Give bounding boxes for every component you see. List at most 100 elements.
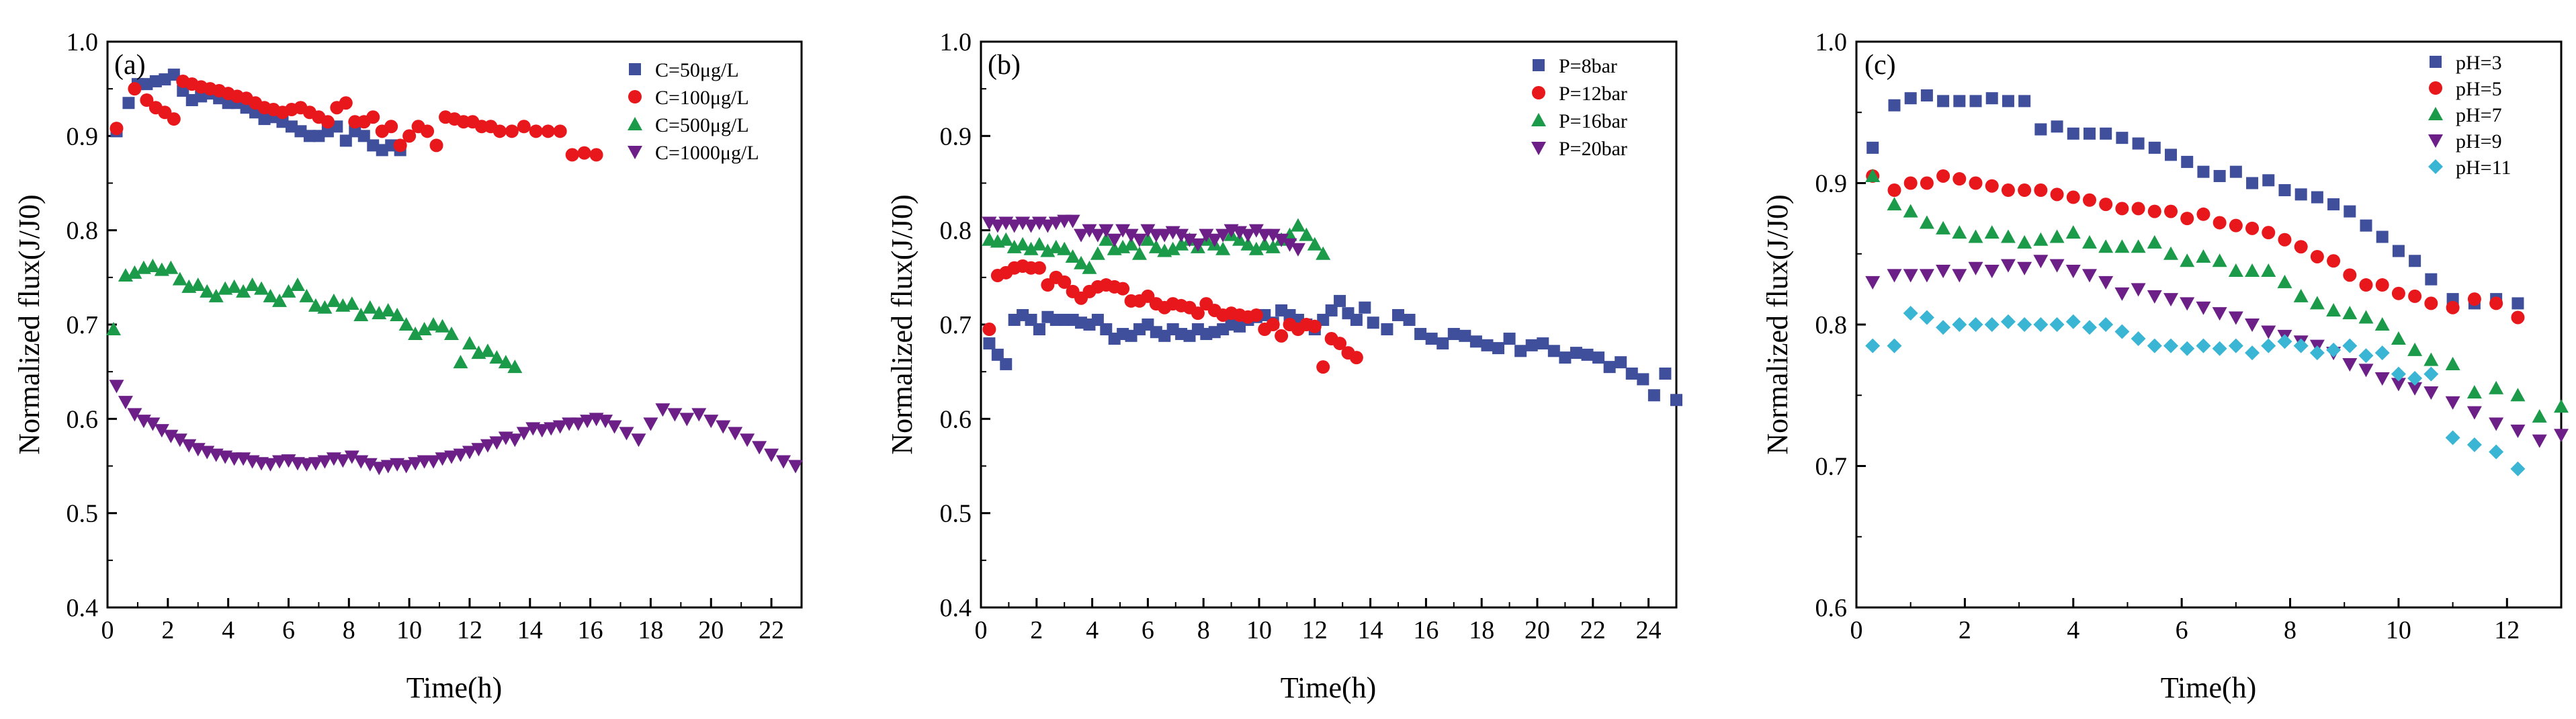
data-point-b-2-32 <box>1248 241 1264 255</box>
data-point-b-2-0 <box>982 232 997 246</box>
panel-label-a: (a) <box>114 50 146 81</box>
data-point-c-2-29 <box>2342 306 2358 320</box>
data-point-a-2-39 <box>462 336 477 350</box>
data-point-c-4-37 <box>2489 444 2504 460</box>
data-point-a-3-35 <box>426 455 441 469</box>
data-point-b-2-31 <box>1240 237 1256 251</box>
legend-marker-c-3 <box>2428 134 2443 148</box>
x-tick-label-a-7: 14 <box>517 616 543 644</box>
data-point-c-0-5 <box>1953 95 1966 108</box>
x-tick-label-c-4: 8 <box>2284 616 2296 644</box>
data-point-c-1-34 <box>2424 296 2438 310</box>
data-point-a-1-31 <box>402 129 417 143</box>
data-point-c-2-0 <box>1865 168 1881 182</box>
data-point-c-0-12 <box>2067 127 2079 140</box>
data-point-c-2-36 <box>2466 385 2482 399</box>
data-point-c-3-19 <box>2180 297 2195 311</box>
data-point-c-2-33 <box>2407 342 2423 356</box>
panel-a: 0 2 4 6 8 10 12 14 16 18 20 22 0.4 0.5 0.6 0.7 0.8 0.9 1.0… <box>13 28 804 704</box>
data-point-b-0-64 <box>1570 347 1582 360</box>
data-point-c-4-38 <box>2510 461 2526 476</box>
data-point-c-2-17 <box>2147 235 2162 249</box>
y-tick-label-b-1: 0.5 <box>940 500 972 528</box>
x-tick-label-a-6: 12 <box>457 616 482 644</box>
data-point-b-3-13 <box>1090 228 1105 243</box>
data-point-c-1-25 <box>2278 232 2292 247</box>
x-tick-label-b-6: 12 <box>1302 616 1328 644</box>
y-tick-label-c-0: 0.6 <box>1815 594 1848 622</box>
data-point-a-2-17 <box>263 288 278 302</box>
data-point-b-2-20 <box>1148 239 1164 253</box>
data-point-b-3-3 <box>1006 219 1022 233</box>
data-point-c-2-34 <box>2423 352 2439 366</box>
data-point-c-0-30 <box>2360 219 2372 232</box>
data-point-a-2-34 <box>417 322 432 336</box>
data-point-b-1-34 <box>1266 318 1280 331</box>
data-point-a-3-17 <box>263 458 278 472</box>
data-point-a-3-36 <box>435 452 450 466</box>
data-point-c-0-1 <box>1888 99 1901 112</box>
y-tick-label-c-2: 0.8 <box>1815 311 1848 339</box>
data-point-c-2-20 <box>2196 249 2211 263</box>
y-tick-label-b-0: 0.4 <box>940 594 972 622</box>
data-point-c-4-22 <box>2228 338 2243 353</box>
data-point-a-2-44 <box>507 360 523 374</box>
data-point-c-0-6 <box>1969 95 1982 108</box>
data-point-c-0-29 <box>2344 205 2356 218</box>
data-point-c-3-32 <box>2391 378 2406 392</box>
data-point-a-3-7 <box>172 433 187 448</box>
data-point-c-1-14 <box>2099 198 2113 212</box>
data-point-b-0-46 <box>1367 316 1379 329</box>
data-point-c-3-38 <box>2510 424 2526 438</box>
data-point-a-3-33 <box>408 457 423 471</box>
data-point-c-1-30 <box>2359 278 2373 292</box>
data-point-c-3-15 <box>2114 287 2130 301</box>
data-point-c-1-33 <box>2408 289 2422 303</box>
data-point-a-3-6 <box>163 429 179 443</box>
data-point-c-3-9 <box>2017 261 2032 276</box>
data-point-a-3-66 <box>740 433 755 448</box>
data-point-c-2-13 <box>2081 235 2097 249</box>
data-point-c-1-19 <box>2180 212 2194 226</box>
data-point-a-2-41 <box>480 343 495 357</box>
x-tick-label-a-3: 6 <box>282 616 295 644</box>
data-point-c-1-5 <box>1952 172 1967 186</box>
data-point-c-0-34 <box>2425 273 2438 286</box>
data-point-b-0-55 <box>1469 335 1482 348</box>
legend-label-c-0: pH=3 <box>2456 52 2502 74</box>
data-point-c-2-21 <box>2212 253 2227 267</box>
data-point-c-4-3 <box>1919 310 1934 325</box>
data-point-c-3-17 <box>2147 290 2162 304</box>
x-tick-label-b-12: 24 <box>1636 616 1662 644</box>
data-point-a-3-41 <box>480 439 495 453</box>
x-tick-label-b-0: 0 <box>975 616 988 644</box>
data-point-c-3-36 <box>2466 406 2482 420</box>
data-point-c-4-33 <box>2407 370 2423 386</box>
legend-a: C=50μg/L C=100μg/L C=500μg/L C=1000μg/L <box>628 59 759 164</box>
data-point-c-2-12 <box>2065 225 2081 239</box>
data-point-a-2-19 <box>281 284 296 298</box>
data-point-b-3-7 <box>1040 219 1056 233</box>
data-point-b-0-65 <box>1581 348 1594 361</box>
data-point-c-1-36 <box>2467 292 2481 306</box>
data-point-a-2-0 <box>105 322 121 336</box>
legend-marker-c-1 <box>2429 81 2442 95</box>
data-point-a-3-38 <box>453 448 468 462</box>
data-point-c-2-4 <box>1936 220 1951 235</box>
data-point-a-3-48 <box>544 422 559 436</box>
data-point-c-3-37 <box>2489 417 2504 431</box>
x-tick-label-b-11: 22 <box>1580 616 1606 644</box>
data-point-a-3-37 <box>444 450 460 464</box>
data-point-c-1-37 <box>2489 296 2503 310</box>
data-point-c-4-21 <box>2212 341 2227 356</box>
legend-marker-c-4 <box>2428 159 2443 174</box>
data-point-c-2-19 <box>2180 253 2195 267</box>
legend-label-b-3: P=20bar <box>1559 138 1627 160</box>
y-tick-label-c-4: 1.0 <box>1815 28 1848 56</box>
data-point-a-3-61 <box>679 413 695 427</box>
data-point-b-0-56 <box>1481 339 1494 351</box>
data-point-b-0-47 <box>1381 323 1393 336</box>
data-point-c-2-32 <box>2391 331 2406 345</box>
data-point-b-2-14 <box>1099 232 1114 246</box>
data-point-a-1-44 <box>529 124 543 138</box>
